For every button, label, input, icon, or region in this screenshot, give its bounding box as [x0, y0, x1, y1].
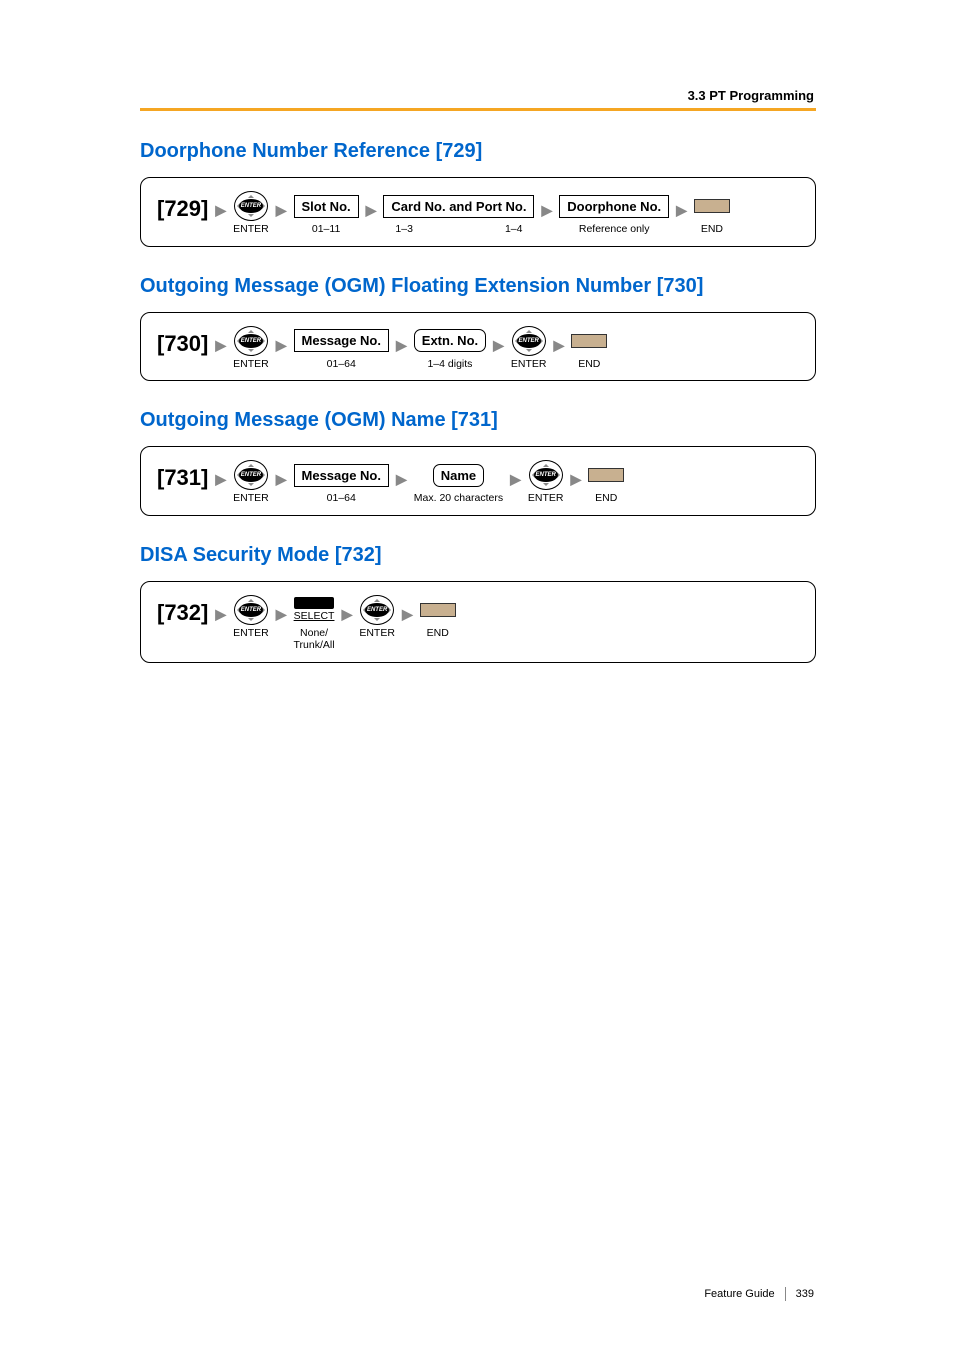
- arrow-icon: ▶: [276, 596, 287, 623]
- flow-step: SELECT None/Trunk/All: [294, 596, 335, 652]
- arrow-icon: ▶: [215, 327, 226, 354]
- footer-separator: [785, 1287, 786, 1301]
- arrow-icon: ▶: [215, 192, 226, 219]
- flow-diagram: [729] ▶ ENTER ENTER ▶ Slot No.01–11 ▶ Ca…: [140, 177, 816, 247]
- enter-icon: ENTER: [234, 191, 268, 221]
- flow-step: END: [588, 461, 624, 505]
- section-title: DISA Security Mode [732]: [140, 544, 816, 567]
- arrow-icon: ▶: [342, 596, 353, 623]
- flow-step: Card No. and Port No.1–31–4: [383, 192, 534, 236]
- program-section: DISA Security Mode [732] [732] ▶ ENTER E…: [140, 544, 816, 663]
- end-box: [694, 199, 730, 213]
- param-box: Card No. and Port No.: [383, 195, 534, 218]
- flow-step: ENTER ENTER: [233, 327, 269, 371]
- enter-icon: ENTER: [360, 595, 394, 625]
- end-box: [571, 334, 607, 348]
- end-box: [420, 603, 456, 617]
- arrow-icon: ▶: [676, 192, 687, 219]
- arrow-icon: ▶: [215, 461, 226, 488]
- arrow-icon: ▶: [276, 327, 287, 354]
- page-footer: Feature Guide 339: [704, 1287, 814, 1301]
- arrow-icon: ▶: [215, 596, 226, 623]
- arrow-icon: ▶: [541, 192, 552, 219]
- header-rule: [140, 108, 816, 111]
- section-title: Doorphone Number Reference [729]: [140, 140, 816, 163]
- section-title: Outgoing Message (OGM) Floating Extensio…: [140, 275, 816, 298]
- flow-step: END: [420, 596, 456, 640]
- section-title: Outgoing Message (OGM) Name [731]: [140, 409, 816, 432]
- arrow-icon: ▶: [570, 461, 581, 488]
- arrow-icon: ▶: [510, 461, 521, 488]
- flow-step: Message No.01–64: [294, 461, 389, 505]
- enter-icon: ENTER: [234, 460, 268, 490]
- arrow-icon: ▶: [554, 327, 565, 354]
- flow-step: ENTER ENTER: [233, 596, 269, 640]
- enter-icon: ENTER: [234, 326, 268, 356]
- flow-step: Slot No.01–11: [294, 192, 359, 236]
- program-code: [732]: [157, 596, 208, 626]
- end-box: [588, 468, 624, 482]
- arrow-icon: ▶: [396, 327, 407, 354]
- arrow-icon: ▶: [402, 596, 413, 623]
- param-box: Name: [433, 464, 484, 487]
- page-header: 3.3 PT Programming: [688, 88, 814, 103]
- flow-step: ENTER ENTER: [511, 327, 547, 371]
- arrow-icon: ▶: [396, 461, 407, 488]
- footer-label: Feature Guide: [704, 1288, 774, 1300]
- program-section: Outgoing Message (OGM) Floating Extensio…: [140, 275, 816, 382]
- flow-diagram: [731] ▶ ENTER ENTER ▶ Message No.01–64 ▶…: [140, 446, 816, 516]
- flow-step: Message No.01–64: [294, 327, 389, 371]
- flow-step: ENTER ENTER: [233, 192, 269, 236]
- param-box: Slot No.: [294, 195, 359, 218]
- flow-step: ENTER ENTER: [233, 461, 269, 505]
- param-box: Doorphone No.: [559, 195, 669, 218]
- arrow-icon: ▶: [366, 192, 377, 219]
- program-code: [729]: [157, 192, 208, 222]
- program-section: Doorphone Number Reference [729] [729] ▶…: [140, 140, 816, 247]
- flow-diagram: [732] ▶ ENTER ENTER ▶ SELECT None/Trunk/…: [140, 581, 816, 663]
- select-icon: SELECT: [294, 597, 335, 622]
- param-box: Message No.: [294, 329, 389, 352]
- param-box: Extn. No.: [414, 329, 486, 352]
- arrow-icon: ▶: [276, 192, 287, 219]
- program-section: Outgoing Message (OGM) Name [731] [731] …: [140, 409, 816, 516]
- content-area: Doorphone Number Reference [729] [729] ▶…: [140, 140, 816, 691]
- flow-step: END: [571, 327, 607, 371]
- arrow-icon: ▶: [493, 327, 504, 354]
- flow-diagram: [730] ▶ ENTER ENTER ▶ Message No.01–64 ▶…: [140, 312, 816, 382]
- footer-page: 339: [796, 1288, 814, 1300]
- program-code: [730]: [157, 327, 208, 357]
- program-code: [731]: [157, 461, 208, 491]
- arrow-icon: ▶: [276, 461, 287, 488]
- enter-icon: ENTER: [234, 595, 268, 625]
- enter-icon: ENTER: [512, 326, 546, 356]
- flow-step: ENTER ENTER: [359, 596, 395, 640]
- flow-step: Doorphone No.Reference only: [559, 192, 669, 236]
- flow-step: ENTER ENTER: [528, 461, 564, 505]
- flow-step: END: [694, 192, 730, 236]
- flow-step: NameMax. 20 characters: [414, 461, 503, 505]
- param-box: Message No.: [294, 464, 389, 487]
- enter-icon: ENTER: [529, 460, 563, 490]
- flow-step: Extn. No.1–4 digits: [414, 327, 486, 371]
